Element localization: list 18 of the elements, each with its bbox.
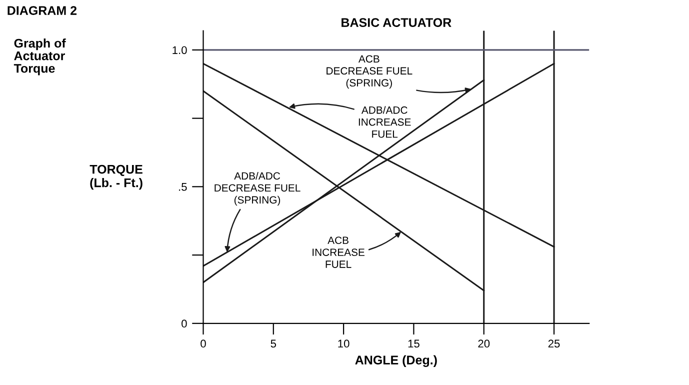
y-tick-label: .5: [179, 183, 187, 191]
x-tick-label: 20: [478, 340, 490, 348]
x-tick-label: 10: [338, 340, 350, 348]
x-tick-label: 25: [548, 340, 560, 348]
annotation: ACB INCREASE FUEL: [312, 236, 364, 268]
text: DIAGRAM 2: [8, 6, 77, 15]
y-tick-label: 0: [182, 320, 187, 328]
annotation: ADB/ADC DECREASE FUEL (SPRING): [214, 172, 300, 206]
x-axis-title: ANGLE (Deg.): [355, 355, 437, 367]
annotation: ACB DECREASE FUEL (SPRING): [326, 55, 412, 89]
y-axis-title: TORQUE (Lb. - Ft.): [90, 164, 142, 190]
annotation: ADB/ADC INCREASE FUEL: [358, 106, 411, 138]
x-tick-label: 5: [270, 340, 276, 348]
text: Graph of Actuator Torque: [14, 38, 66, 76]
x-tick-label: 0: [200, 340, 206, 348]
chart-title: BASIC ACTUATOR: [342, 18, 452, 27]
x-tick-label: 15: [408, 340, 420, 348]
y-tick-label: 1.0: [172, 46, 187, 54]
